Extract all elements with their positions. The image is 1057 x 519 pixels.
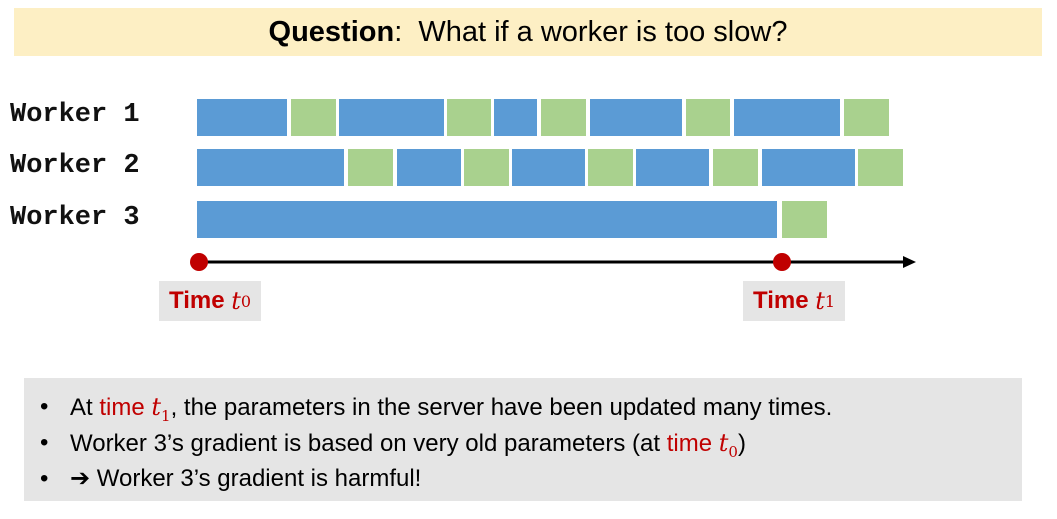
worker-2-update-segment-8 [713,149,758,186]
note-1-math: t1 [151,393,170,425]
worker-2-update-segment-10 [858,149,903,186]
note-item-3: • ➔ Worker 3’s gradient is harmful! [40,462,1022,498]
note-2-red-time: time [666,430,719,457]
worker-2-compute-segment-5 [512,149,585,186]
note-item-1: • At time t1, the parameters in the serv… [40,390,1022,426]
note-1-red-time: time [99,394,152,421]
worker-1-update-segment-10 [844,99,889,136]
worker-3-label: Worker 3 [10,203,140,233]
notes-box: • At time t1, the parameters in the serv… [24,378,1022,501]
time-t1-marker [773,253,791,271]
time-t0-word: Time [169,287,225,314]
worker-1-update-segment-4 [447,99,491,136]
time-t0-subscript: 0 [240,291,252,311]
note-2-math: t0 [718,429,738,461]
note-2-text-b: ) [737,430,746,457]
note-3-text: Worker 3’s gradient is harmful! [90,465,422,492]
note-item-2: • Worker 3’s gradient is based on very o… [40,426,1022,462]
worker-2-label: Worker 2 [10,151,140,181]
worker-1-update-segment-6 [541,99,586,136]
worker-3-update-segment-2 [782,201,827,238]
note-1-symbol: t [151,393,162,421]
note-2-subscript: 0 [728,442,738,461]
bullet-dot: • [40,465,49,492]
worker-1-compute-segment-1 [197,99,287,136]
worker-2-compute-segment-1 [197,149,344,186]
arrow-icon: ➔ [70,465,91,492]
worker-1-update-segment-8 [686,99,730,136]
worker-2-compute-segment-9 [762,149,855,186]
worker-1-compute-segment-5 [494,99,537,136]
time-axis-arrowhead [903,256,916,268]
note-1-subscript: 1 [161,406,171,425]
note-1-text-a: At [70,394,100,421]
question-text: : What if a worker is too slow? [394,15,788,48]
worker-2-compute-segment-3 [397,149,461,186]
worker-1-compute-segment-3 [339,99,444,136]
time-t0-symbol: t [231,287,241,315]
time-t1-word: Time [753,287,809,314]
worker-1-compute-segment-7 [590,99,682,136]
bullet-dot: • [40,393,49,420]
worker-2-update-segment-6 [588,149,633,186]
time-t1-subscript: 1 [824,291,836,311]
bullet-dot: • [40,429,49,456]
question-label: Question [268,15,395,48]
worker-2-update-segment-4 [464,149,509,186]
worker-timeline-diagram [190,99,916,271]
worker-2-compute-segment-7 [636,149,709,186]
worker-1-label: Worker 1 [10,100,140,130]
time-t0-marker [190,253,208,271]
time-t1-symbol: t [815,287,825,315]
note-1-text-b: , the parameters in the server have been… [170,394,833,421]
note-2-text-a: Worker 3’s gradient is based on very old… [70,430,667,457]
worker-3-compute-segment-1 [197,201,777,238]
note-2-symbol: t [718,429,729,457]
worker-2-update-segment-2 [348,149,393,186]
question-banner: Question: What if a worker is too slow? [14,8,1042,56]
worker-1-compute-segment-9 [734,99,840,136]
worker-1-update-segment-2 [291,99,336,136]
